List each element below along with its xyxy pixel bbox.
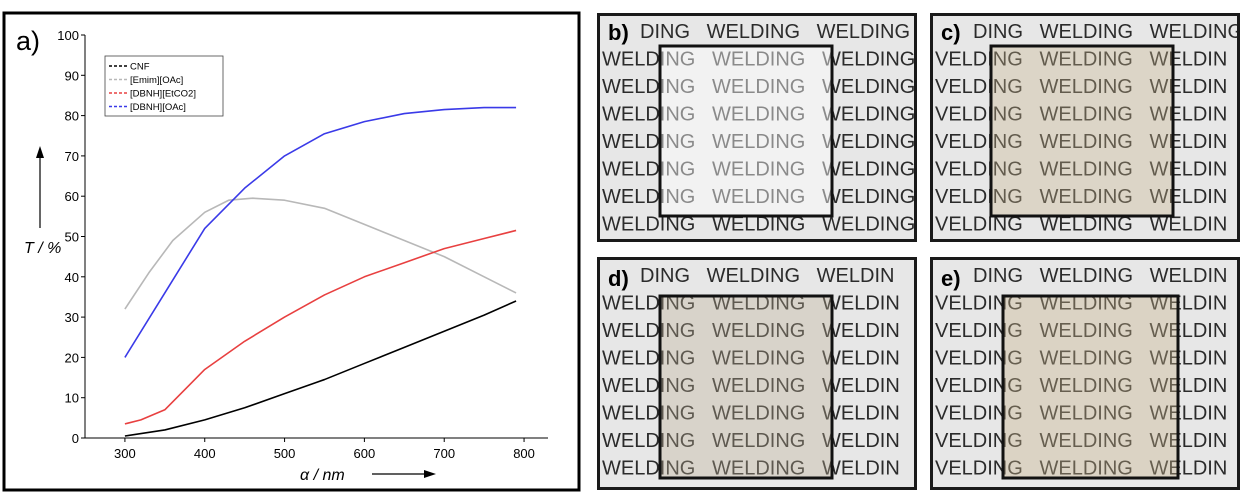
series-layer (124, 106, 517, 437)
panel-label-a: a) (16, 26, 40, 56)
photo-e-svg: DING WELDING WELDIN VELDING WELDING WELDI… (935, 265, 1227, 480)
x-arrow-head (424, 470, 436, 478)
y-tick-label: 100 (57, 28, 79, 43)
x-tick-label: 700 (433, 446, 455, 461)
film-frame (1001, 294, 1180, 480)
chart-frame (2, 11, 581, 492)
legend-entry: [Emim][OAc] (130, 75, 183, 86)
welding-text-row: WELDING WELDING WELDIN (602, 403, 900, 425)
legend: CNF [Emim][OAc] [DBNH][EtCO2] [DBNH][OAc] (104, 55, 224, 117)
welding-text-row: VELDING WELDING WELDIN (935, 403, 1227, 425)
photo-c-svg: DING WELDING WELDING VELDING WELDING WELD… (935, 20, 1237, 236)
photo-label: d) (608, 266, 629, 291)
welding-text-row: VELDING WELDING WELDIN (935, 320, 1227, 342)
photo-label: c) (941, 20, 961, 45)
film-frame (989, 44, 1175, 218)
welding-text-row: WELDING WELDING WELDING (602, 104, 914, 126)
legend-entry: CNF (130, 62, 150, 73)
y-tick-label: 90 (65, 68, 79, 83)
welding-text-row: DING WELDING WELDIN (973, 265, 1227, 287)
photo-label: e) (941, 266, 961, 291)
y-axis-label: T / % (24, 240, 61, 257)
welding-text-row: DING WELDING WELDIN (640, 265, 894, 287)
y-arrow-head (36, 146, 44, 158)
x-tick-label: 300 (114, 446, 136, 461)
photo-b-svg: DING WELDING WELDING WELDING WELDING WELD… (602, 20, 914, 236)
photo-panel-d: DING WELDING WELDIN WELDING WELDING WELDI… (597, 257, 917, 490)
welding-text-row: WELDING WELDING WELDIN (602, 458, 900, 480)
welding-text-row: VELDING WELDING WELDIN (935, 375, 1227, 397)
photo-d-svg: DING WELDING WELDIN WELDING WELDING WELDI… (602, 265, 900, 480)
film-frame (658, 44, 834, 218)
y-tick-label: 80 (65, 109, 79, 124)
welding-text-row: VELDING WELDING WELDIN (935, 430, 1227, 452)
welding-text-row: VELDING WELDING WELDIN (935, 186, 1227, 208)
series-line-2 (124, 229, 517, 425)
welding-text-row: WELDING WELDING WELDIN (602, 348, 900, 370)
welding-text-row: WELDING WELDING WELDIN (602, 430, 900, 452)
legend-entry: [DBNH][OAc] (130, 102, 186, 113)
welding-text-row: WELDING WELDING WELDIN (602, 293, 900, 315)
transmittance-chart: a) 0 10 20 30 40 50 60 70 80 90 100 300 400 500 600 700… (0, 0, 586, 492)
welding-text-row: WELDING WELDING WELDING (602, 186, 914, 208)
series-line-3 (124, 106, 517, 358)
welding-text-row: WELDING WELDING WELDING (602, 49, 914, 71)
x-tick-label: 400 (194, 446, 216, 461)
axes: 0 10 20 30 40 50 60 70 80 90 100 300 400 500 600 700 800… (24, 28, 548, 484)
welding-text-row: VELDING WELDING WELDIN (935, 458, 1227, 480)
x-tick-label: 600 (354, 446, 376, 461)
series-line-0 (124, 300, 517, 437)
photo-panel-e: DING WELDING WELDIN VELDING WELDING WELDI… (930, 257, 1240, 490)
y-tick-label: 0 (72, 431, 79, 446)
y-tick-label: 30 (65, 310, 79, 325)
y-tick-label: 40 (65, 270, 79, 285)
x-tick-label: 500 (274, 446, 296, 461)
welding-text-row: VELDING WELDING WELDIN (935, 104, 1227, 126)
welding-text-row: VELDING WELDING WELDIN (935, 159, 1227, 181)
y-tick-label: 70 (65, 149, 79, 164)
y-tick-label: 10 (65, 391, 79, 406)
x-axis-label: α / nm (300, 467, 345, 484)
chart-svg: a) 0 10 20 30 40 50 60 70 80 90 100 300 400 500 600 700… (2, 11, 581, 492)
y-tick-label: 60 (65, 189, 79, 204)
welding-text-row: DING WELDING WELDING (973, 21, 1237, 43)
y-tick-label: 50 (65, 230, 79, 245)
series-line-1 (124, 197, 517, 310)
welding-text-row: WELDING WELDING WELDING (602, 76, 914, 98)
photo-label: b) (608, 20, 629, 45)
welding-text-row: WELDING WELDING WELDING (602, 159, 914, 181)
welding-text-row: VELDING WELDING WELDIN (935, 76, 1227, 98)
photo-panel-b: DING WELDING WELDING WELDING WELDING WELD… (597, 13, 917, 242)
photo-panel-c: DING WELDING WELDING VELDING WELDING WELD… (930, 13, 1240, 242)
welding-text-row: WELDING WELDING WELDIN (602, 320, 900, 342)
welding-text-row: WELDING WELDING WELDING (602, 131, 914, 153)
welding-text-row: VELDING WELDING WELDIN (935, 348, 1227, 370)
welding-text-row: DING WELDING WELDING (640, 21, 910, 43)
welding-text-row: VELDING WELDING WELDIN (935, 214, 1227, 236)
welding-text-row: VELDING WELDING WELDIN (935, 131, 1227, 153)
x-tick-label: 800 (513, 446, 535, 461)
y-tick-label: 20 (65, 350, 79, 365)
welding-text-row: VELDING WELDING WELDIN (935, 49, 1227, 71)
film-frame (658, 294, 834, 480)
legend-entry: [DBNH][EtCO2] (130, 89, 196, 100)
welding-text-row: WELDING WELDING WELDING (602, 214, 914, 236)
welding-text-row: WELDING WELDING WELDIN (602, 375, 900, 397)
welding-text-row: VELDING WELDING WELDIN (935, 293, 1227, 315)
